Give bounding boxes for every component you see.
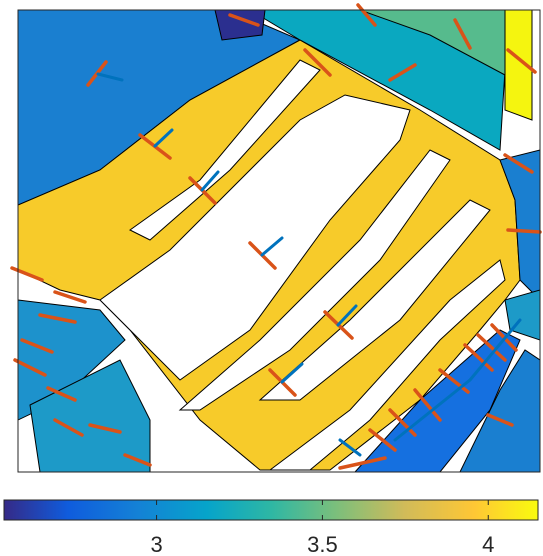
- orange-line: [506, 48, 537, 74]
- orange-line: [368, 428, 397, 452]
- tick-label: 3: [150, 532, 162, 556]
- orange-line: [303, 48, 332, 77]
- orange-line: [413, 388, 442, 422]
- arrow: [96, 72, 124, 82]
- orange-line: [20, 338, 54, 354]
- orange-line: [476, 333, 507, 362]
- gap: [99, 94, 411, 381]
- orange-line: [463, 343, 494, 372]
- orange-line: [356, 3, 377, 27]
- arrow: [393, 378, 472, 442]
- orange-line: [46, 386, 77, 402]
- arrow: [260, 236, 284, 257]
- orange-line: [53, 290, 87, 304]
- arrow: [280, 362, 304, 384]
- arrow: [153, 128, 174, 148]
- orientation-marks: [10, 3, 542, 470]
- grain-map: [18, 10, 540, 472]
- grain: [459, 349, 540, 472]
- map-frame: [17, 9, 541, 473]
- grain: [214, 10, 266, 41]
- grain: [18, 299, 126, 421]
- arrow: [338, 438, 362, 457]
- orange-line: [53, 418, 84, 437]
- orange-line: [388, 63, 417, 82]
- grain: [504, 10, 533, 121]
- gap: [268, 259, 506, 471]
- orange-line: [13, 358, 47, 377]
- orange-line: [10, 266, 44, 282]
- orange-line: [123, 453, 152, 467]
- tick-label: 3.5: [307, 532, 338, 556]
- grain: [29, 359, 151, 472]
- orange-line: [388, 408, 417, 437]
- orange-line: [38, 313, 77, 324]
- orange-line: [486, 413, 514, 427]
- orange-line: [338, 456, 387, 470]
- orange-line: [88, 423, 122, 434]
- orange-line: [453, 18, 472, 50]
- grain: [499, 149, 540, 301]
- arrow: [468, 318, 522, 382]
- grain: [249, 10, 506, 151]
- orange-line: [228, 13, 260, 27]
- arrow: [200, 170, 220, 192]
- orange-line: [438, 368, 470, 394]
- tick-label: 4: [482, 532, 494, 556]
- colorbar: 3 3.5 4: [3, 499, 539, 556]
- colorbar-gradient: [3, 499, 539, 521]
- gap: [258, 199, 491, 401]
- orange-line: [503, 153, 534, 174]
- gap: [178, 149, 451, 411]
- gap: [129, 59, 321, 241]
- grain: [354, 329, 521, 472]
- arrow: [336, 304, 358, 327]
- orange-line: [506, 228, 542, 234]
